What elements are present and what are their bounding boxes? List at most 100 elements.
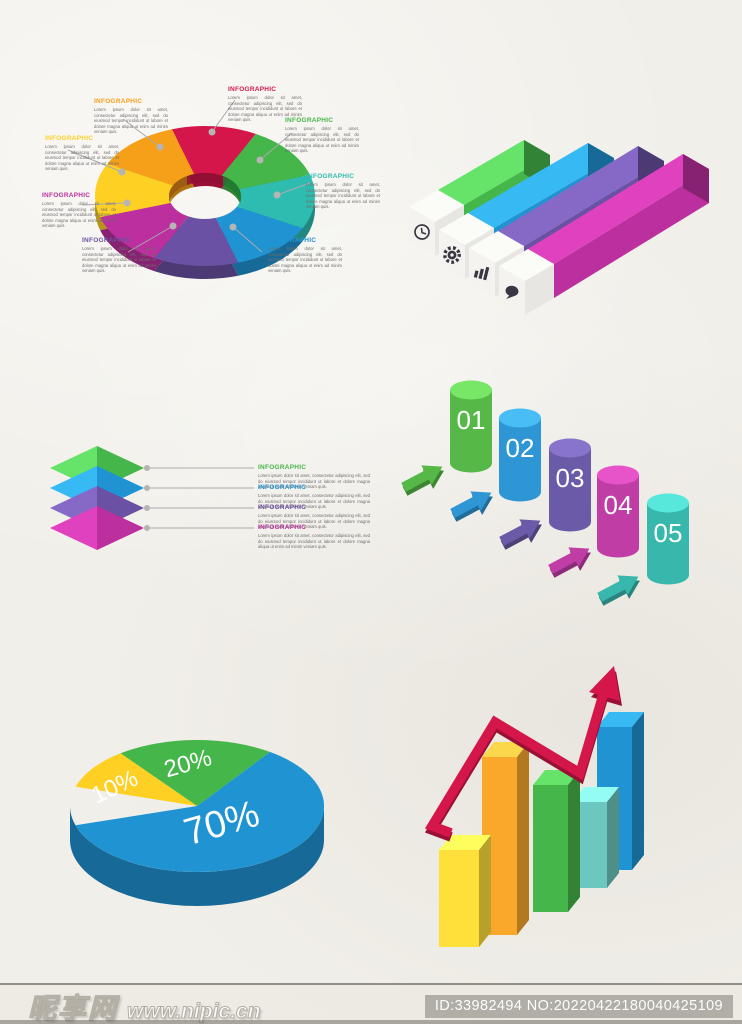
page-bottom-edge xyxy=(0,1020,742,1024)
connector-line xyxy=(81,202,128,206)
donut-callout-purple: INFOGRAPHIC Lorem ipsum dolor sit amet, … xyxy=(82,237,156,273)
donut-callout-lines xyxy=(67,99,311,253)
growth-chart-widget xyxy=(420,660,732,955)
connector-line xyxy=(276,182,311,196)
image-id-badge: ID:33982494 NO:20220422180040425109 xyxy=(424,995,733,1018)
connector-line xyxy=(259,132,293,161)
connector-dot xyxy=(144,505,150,511)
donut-inner-wall xyxy=(169,173,241,205)
diagonal-bars-chart xyxy=(409,140,709,315)
infographic-label-title: INFOGRAPHIC xyxy=(42,192,91,199)
layer-label-magenta: INFOGRAPHIC Lorem ipsum dolor sit amet, … xyxy=(258,524,370,550)
pie-side-wall xyxy=(70,806,324,906)
layer-label-blue: INFOGRAPHIC Lorem ipsum dolor sit amet, … xyxy=(258,484,370,510)
donut-callout-magenta: INFOGRAPHIC Lorem ipsum dolor sit amet, … xyxy=(42,192,116,228)
infographic-label-body: Lorem ipsum dolor sit amet, consectetur … xyxy=(82,246,156,273)
cylinder-05: 05 xyxy=(647,493,689,585)
cube-side xyxy=(525,264,554,315)
pie-slice-yellow xyxy=(75,753,197,806)
cylinder-03: 03 xyxy=(549,438,591,532)
layer-label-green: INFOGRAPHIC Lorem ipsum dolor sit amet, … xyxy=(258,464,370,490)
connector-line xyxy=(232,226,263,253)
donut-callout-orange: INFOGRAPHIC Lorem ipsum dolor sit amet, … xyxy=(94,98,168,134)
donut-chart xyxy=(67,99,316,280)
trend-arrow xyxy=(424,666,622,842)
donut-chart-widget: INFOGRAPHIC Lorem ipsum dolor sit amet, … xyxy=(30,80,382,300)
bar-yellow-short xyxy=(439,835,491,947)
cube-top xyxy=(439,213,494,245)
cylinder-01: 01 xyxy=(450,380,492,473)
infographic-label-body: Lorem ipsum dolor sit amet, consectetur … xyxy=(258,513,370,530)
stacked-layers-widget: INFOGRAPHIC Lorem ipsum dolor sit amet, … xyxy=(48,438,378,566)
speech-bubble-icon xyxy=(505,285,519,300)
arrow-blue xyxy=(450,491,492,518)
watermark-bar: 昵享网 www.nipic.cn ID:33982494 NO:20220422… xyxy=(0,983,742,1024)
pie-slice-blue xyxy=(75,751,325,872)
infographic-label-body: Lorem ipsum dolor sit amet, consectetur … xyxy=(306,182,380,209)
infographic-label-title: INFOGRAPHIC xyxy=(285,117,334,124)
infographic-label-title: INFOGRAPHIC xyxy=(258,464,307,471)
arrow-purple xyxy=(499,519,541,546)
connector-dot xyxy=(144,465,150,471)
connector-line xyxy=(67,149,123,173)
connector-dot xyxy=(144,525,150,531)
infographic-label-title: INFOGRAPHIC xyxy=(45,135,94,142)
connector-dot xyxy=(208,128,216,136)
connector-line xyxy=(127,225,174,253)
infographic-label-title: INFOGRAPHIC xyxy=(258,524,307,531)
arrow-teal xyxy=(597,575,639,602)
layer-magenta xyxy=(50,506,144,550)
connector-line xyxy=(211,99,236,133)
donut-segment-purple xyxy=(154,216,239,267)
step-number: 02 xyxy=(506,433,535,463)
infographic-label-body: Lorem ipsum dolor sit amet, consectetur … xyxy=(45,144,119,171)
infographic-label-title: INFOGRAPHIC xyxy=(258,484,307,491)
site-logo: 昵享网 www.nipic.cn xyxy=(27,987,261,1024)
donut-segment-green xyxy=(221,133,310,190)
infographic-label-title: INFOGRAPHIC xyxy=(94,98,143,105)
growth-bar-chart xyxy=(424,666,644,947)
stacked-layers-chart xyxy=(50,446,254,550)
infographic-label-body: Lorem ipsum dolor sit amet, consectetur … xyxy=(268,246,342,273)
donut-segment-red xyxy=(171,125,256,176)
step-number: 05 xyxy=(654,518,683,548)
pie-chart-widget: 70% 20% 10% xyxy=(60,730,345,925)
diagonal-bars-widget xyxy=(398,118,732,318)
step-number: 03 xyxy=(556,463,585,493)
pie-chart: 70% 20% 10% xyxy=(70,739,325,906)
connector-dot xyxy=(169,222,177,230)
cylinder-steps-widget: 01 02 03 04 05 xyxy=(392,372,724,617)
donut-callout-blue: INFOGRAPHIC Lorem ipsum dolor sit amet, … xyxy=(268,237,342,273)
trend-arrow-head xyxy=(589,666,620,701)
donut-callout-green: INFOGRAPHIC Lorem ipsum dolor sit amet, … xyxy=(285,117,359,153)
cylinder-02: 02 xyxy=(499,408,541,502)
bar-magenta xyxy=(499,154,709,315)
infographic-label-title: INFOGRAPHIC xyxy=(268,237,317,244)
arrow-magenta xyxy=(548,547,590,574)
connector-dot xyxy=(118,168,126,176)
infographic-label-body: Lorem ipsum dolor sit amet, consectetur … xyxy=(285,126,359,153)
infographic-label-body: Lorem ipsum dolor sit amet, consectetur … xyxy=(258,473,370,490)
arrow-green xyxy=(401,465,443,492)
site-logo-name: 昵享网 xyxy=(27,992,119,1024)
clock-icon xyxy=(414,224,430,240)
donut-segment-blue xyxy=(215,206,303,263)
connector-dot xyxy=(144,485,150,491)
infographic-label-title: INFOGRAPHIC xyxy=(82,237,131,244)
step-number: 01 xyxy=(457,405,486,435)
infographic-label-title: INFOGRAPHIC xyxy=(228,86,277,93)
bar-chart-icon xyxy=(473,266,490,281)
cylinder-04: 04 xyxy=(597,465,639,558)
bar-teal-short xyxy=(572,787,619,888)
cylinder-steps-chart: 01 02 03 04 05 xyxy=(401,380,689,606)
infographic-label-title: INFOGRAPHIC xyxy=(306,173,355,180)
layer-connectors xyxy=(144,465,254,531)
cube-top xyxy=(409,190,464,222)
connector-dot xyxy=(229,223,237,231)
donut-callout-red: INFOGRAPHIC Lorem ipsum dolor sit amet, … xyxy=(228,86,302,122)
donut-segment-magenta xyxy=(100,202,189,259)
infographic-label-title: INFOGRAPHIC xyxy=(258,504,307,511)
gear-icon xyxy=(443,246,461,264)
layer-label-purple: INFOGRAPHIC Lorem ipsum dolor sit amet, … xyxy=(258,504,370,530)
